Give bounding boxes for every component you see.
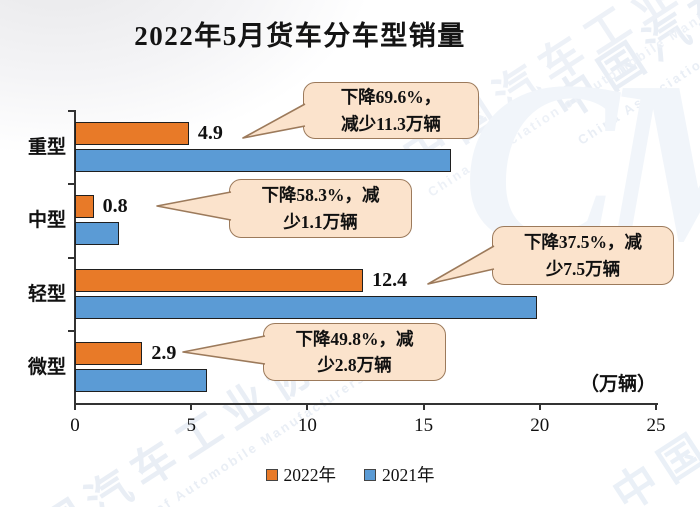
bar-2022年-重型 — [75, 122, 189, 145]
unit-label: （万辆） — [579, 374, 656, 395]
callout-line: 少1.1万辆 — [283, 211, 358, 232]
bar-2022年-轻型 — [75, 268, 364, 292]
callout-line: 少2.8万辆 — [317, 355, 392, 375]
x-tick — [74, 403, 76, 410]
x-tick-label: 10 — [297, 415, 317, 436]
callout-line: 下降58.3%，减 — [261, 185, 380, 206]
y-tick — [68, 183, 75, 186]
bar-2022年-微型 — [75, 341, 143, 365]
y-tick — [68, 256, 75, 259]
x-tick-label: 20 — [530, 415, 550, 436]
bar-2021年-微型 — [75, 368, 208, 392]
callout-line: 少7.5万辆 — [545, 258, 621, 279]
value-label: 2.9 — [151, 341, 177, 364]
callout-bubble: 下降49.8%，减 少2.8万辆 — [263, 323, 446, 381]
bar-2021年-中型 — [75, 222, 120, 246]
category-label: 轻型 — [27, 283, 66, 305]
legend-item-2021: 2021年 — [364, 462, 435, 487]
bar-2022年-中型 — [75, 195, 94, 219]
callout-line: 下降37.5%，减 — [523, 232, 643, 253]
chart-title: 2022年5月货车分车型销量 — [134, 21, 466, 51]
legend-swatch-2021-icon — [364, 468, 376, 481]
legend-item-2022: 2022年 — [265, 462, 337, 487]
x-tick — [422, 403, 425, 410]
category-label: 重型 — [27, 137, 66, 158]
callout-bubble: 下降37.5%，减 少7.5万辆 — [492, 226, 674, 285]
category-label: 中型 — [27, 210, 66, 232]
x-tick — [190, 403, 193, 410]
callout-bubble: 下降58.3%，减 少1.1万辆 — [229, 179, 412, 238]
x-tick — [306, 403, 309, 410]
legend-label-2022: 2022年 — [283, 465, 337, 485]
bar-2021年-重型 — [75, 149, 452, 172]
x-tick — [538, 403, 541, 410]
x-tick-label: 5 — [186, 415, 196, 436]
value-label: 4.9 — [197, 122, 223, 144]
callout-bubble: 下降69.6%， 减少11.3万辆 — [303, 82, 479, 139]
legend: 2022年 2021年 — [0, 462, 700, 487]
x-tick — [655, 403, 657, 410]
bar-2021年-轻型 — [75, 295, 538, 319]
x-axis-line — [74, 403, 658, 405]
callout-line: 下降69.6%， — [340, 87, 442, 108]
x-tick-label: 0 — [70, 415, 80, 436]
value-label: 12.4 — [372, 268, 408, 291]
y-tick — [68, 329, 75, 332]
x-tick-label: 25 — [646, 415, 666, 436]
callout-line: 减少11.3万辆 — [341, 113, 441, 134]
legend-swatch-2022-icon — [265, 468, 278, 481]
y-axis-line — [74, 110, 76, 405]
x-tick-label: 15 — [414, 415, 434, 436]
category-label: 微型 — [27, 356, 66, 378]
value-label: 0.8 — [102, 195, 128, 218]
legend-label-2021: 2021年 — [382, 465, 435, 485]
callout-line: 下降49.8%，减 — [295, 328, 414, 349]
y-tick — [68, 110, 75, 112]
